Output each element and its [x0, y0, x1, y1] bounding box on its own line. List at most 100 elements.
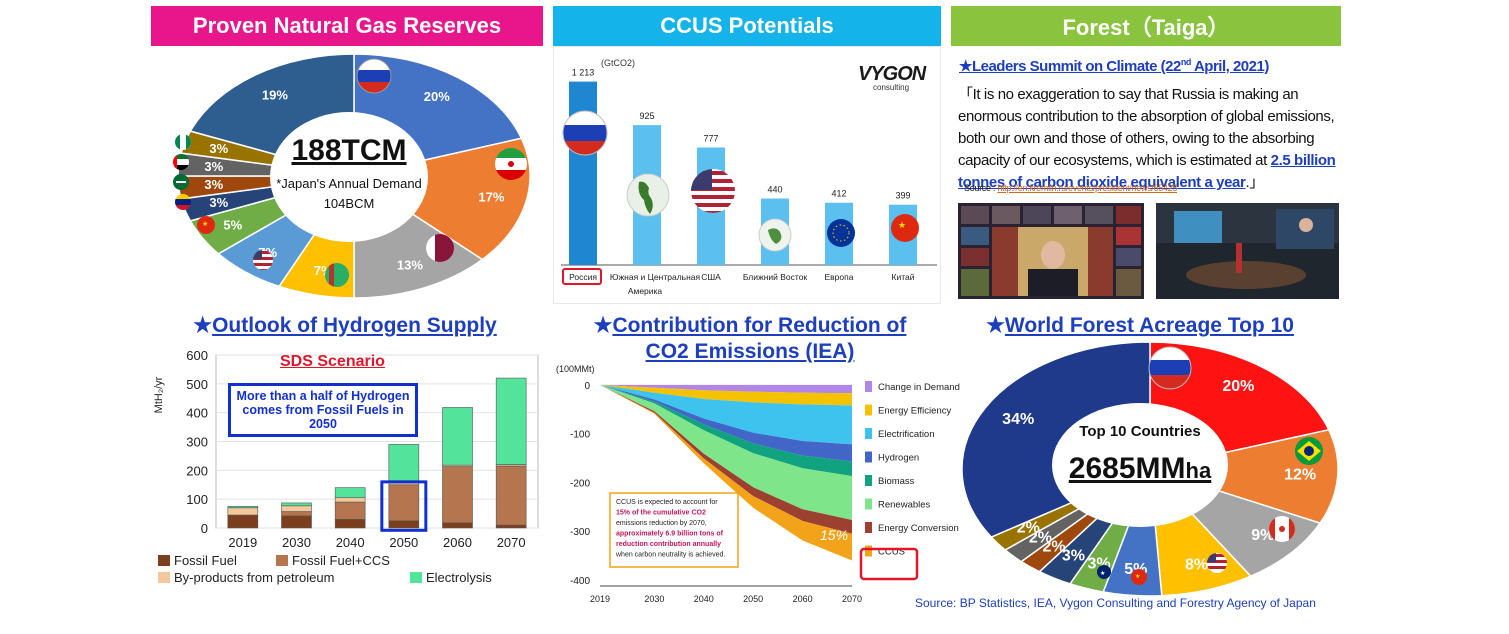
pie-slice-label: 13% — [397, 258, 423, 273]
x-tick-label: 2030 — [282, 535, 311, 550]
forest-top10-section-title: ★World Forest Acreage Top 10 — [986, 314, 1294, 337]
russia-flag-icon — [356, 58, 392, 94]
china-flag-icon: ★ — [891, 214, 919, 242]
legend-label: Fossil Fuel+CCS — [292, 553, 390, 568]
ccus-note-line: reduction contribution annually — [616, 541, 721, 548]
legend-swatch — [865, 381, 872, 392]
area-band — [600, 384, 852, 394]
pie-slice-label: 12% — [1284, 466, 1316, 483]
stacked-bar-segment — [227, 507, 259, 516]
kremlin-link[interactable]: http://en.kremlin.ru/events/president/ne… — [997, 183, 1178, 193]
stacked-bar-segment — [495, 377, 527, 465]
ccus-category-label: Южная и Центральная — [610, 272, 701, 282]
stacked-bar-segment — [281, 515, 312, 529]
legend-swatch — [158, 572, 170, 583]
pie-slice-label: 20% — [424, 89, 450, 104]
usa-flag-icon — [691, 169, 735, 213]
ccus-note-box — [609, 492, 739, 568]
putin-quote: 「It is no exaggeration to say that Russi… — [958, 86, 1336, 191]
turkmenistan-flag-icon — [325, 263, 349, 287]
brazil-flag-icon — [1295, 437, 1323, 465]
pie-slice-label: 3% — [1062, 548, 1085, 565]
x-tick-label: 2040 — [694, 594, 714, 604]
gas-demand-value: 104BCM — [323, 196, 375, 211]
forest-total-label: 2685MMha — [1068, 452, 1212, 485]
legend-label: Biomass — [878, 476, 915, 487]
conference-room-photo — [1156, 203, 1339, 299]
eu-flag-icon — [827, 219, 855, 247]
ccus-legend-highlight — [859, 547, 919, 581]
area-band — [600, 384, 852, 445]
nigeria-flag-icon — [175, 134, 191, 150]
area-band — [600, 384, 852, 477]
stacked-bar-segment — [334, 501, 366, 520]
legend-swatch — [865, 475, 872, 486]
y-tick-label: 400 — [186, 406, 208, 421]
stacked-bar-segment — [281, 502, 312, 507]
ccus-category-label: США — [701, 272, 721, 282]
y-tick-label: 300 — [186, 435, 208, 450]
legend-label: Energy Efficiency — [878, 406, 951, 417]
ccus-value-label: 440 — [767, 185, 782, 195]
stacked-bar-segment — [334, 497, 366, 503]
forest-pie-center — [1052, 403, 1228, 527]
gas-demand-note: *Japan's Annual Demand — [276, 176, 422, 191]
y-tick-label: 600 — [186, 348, 208, 363]
x-tick-label: 2030 — [644, 594, 664, 604]
china-flag-icon: ★ — [1131, 569, 1147, 585]
pie-slice-label: 3% — [204, 177, 223, 192]
usa-flag-icon — [1207, 553, 1227, 573]
vygon-logo: VYGON — [858, 63, 926, 85]
leaders-summit-title: ★Leaders Summit on Climate (22nd April, … — [959, 57, 1269, 75]
stacked-bar-segment — [388, 520, 420, 529]
ccus-category-label: Ближний Восток — [743, 272, 808, 282]
x-tick-label: 2060 — [793, 594, 813, 604]
canada-flag-icon — [1269, 516, 1295, 542]
legend-label: Fossil Fuel — [174, 553, 237, 568]
australia-flag-icon: ★ — [1097, 565, 1111, 579]
ccus-value-label: 925 — [639, 111, 654, 121]
y-tick-label: -100 — [570, 430, 590, 441]
legend-label: Hydrogen — [878, 453, 919, 464]
stacked-bar-segment — [442, 522, 473, 529]
pie-slice-label: 19% — [262, 87, 288, 102]
ccus-category-label: Америка — [628, 286, 663, 296]
y-tick-label: 0 — [584, 381, 590, 392]
stacked-bar-segment — [495, 465, 527, 526]
legend-swatch — [865, 428, 872, 439]
stacked-bar-segment — [388, 484, 420, 522]
svg-text:★: ★ — [1135, 573, 1140, 580]
pie-slice-label: 20% — [1222, 378, 1254, 395]
area-band — [600, 384, 852, 561]
gas-pie-center — [270, 112, 428, 242]
legend-label: Renewables — [878, 500, 931, 511]
stacked-bar-segment — [495, 524, 527, 529]
x-tick-label: 2050 — [743, 594, 763, 604]
ccus-category-label: Европа — [825, 272, 854, 282]
globe-americas-icon — [626, 173, 670, 217]
hydrogen-section-title: ★Outlook of Hydrogen Supply — [193, 314, 497, 337]
china-flag-icon: ★ — [197, 216, 215, 234]
pie-slice-label: 3% — [204, 159, 223, 174]
y-tick-label: -300 — [570, 527, 590, 538]
legend-label: By-products from petroleum — [174, 570, 334, 585]
iran-flag-icon — [495, 148, 527, 180]
ccus-chart-frame — [553, 46, 941, 304]
pie-slice-label: 9% — [1251, 527, 1274, 544]
y-tick-label: 100 — [186, 492, 208, 507]
saudi-flag-icon — [173, 174, 189, 190]
uae-flag-icon — [173, 154, 189, 170]
legend-label: Electrolysis — [426, 570, 492, 585]
qatar-flag-icon — [426, 234, 454, 262]
ccus-share-label: 15% — [820, 527, 848, 543]
stacked-bar-segment — [334, 519, 366, 529]
ccus-category-label: Россия — [569, 272, 597, 282]
ccus-header: CCUS Potentials — [553, 6, 941, 46]
x-tick-label: 2019 — [590, 594, 610, 604]
x-tick-label: 2050 — [389, 535, 418, 550]
pie-slice-label: 8% — [1185, 557, 1208, 574]
svg-text:★: ★ — [1100, 570, 1105, 577]
stacked-bar-segment — [334, 487, 366, 499]
gas-total-label: 188TCM — [291, 134, 407, 167]
x-tick-label: 2040 — [336, 535, 365, 550]
